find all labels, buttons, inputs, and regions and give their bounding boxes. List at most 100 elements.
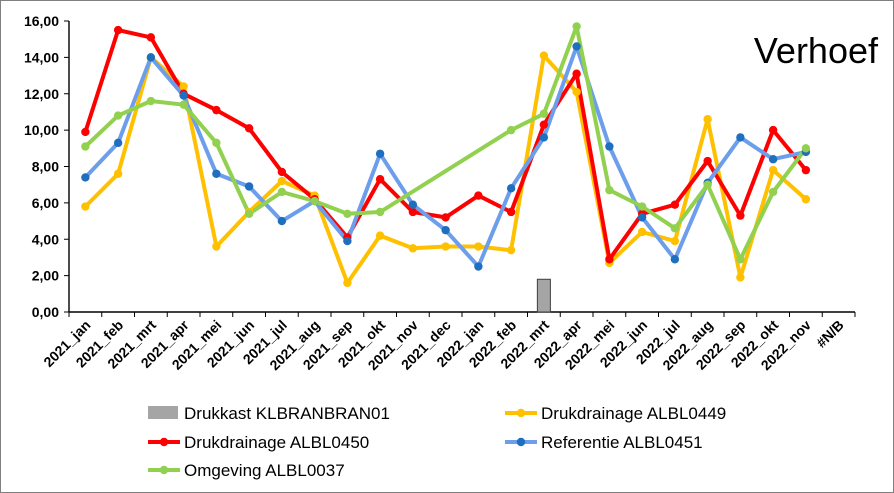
line-omgeving-albl0037 <box>84 24 808 262</box>
point-omgeving-albl0037 <box>637 202 647 211</box>
point-referentie-albl0451 <box>146 53 156 62</box>
point-referentie-albl0451 <box>506 184 516 193</box>
chart-title: Verhoef <box>754 30 879 71</box>
point-omgeving-albl0037 <box>310 196 319 206</box>
point-omgeving-albl0037 <box>113 111 123 120</box>
x-tick-label: #N/B <box>813 317 847 351</box>
point-referentie-albl0451 <box>572 42 581 51</box>
point-drukdrainage-albl0450 <box>146 33 156 42</box>
point-drukdrainage-albl0450 <box>408 207 418 217</box>
y-tick-label: 14,00 <box>24 49 59 65</box>
point-drukdrainage-albl0450 <box>801 165 811 175</box>
point-referentie-albl0451 <box>81 173 90 182</box>
y-tick-label: 2,00 <box>32 268 59 284</box>
point-drukdrainage-albl0449 <box>179 82 188 91</box>
point-drukdrainage-albl0449 <box>81 202 90 211</box>
point-omgeving-albl0037 <box>81 142 90 151</box>
point-referentie-albl0451 <box>244 182 254 191</box>
legend-swatch <box>148 406 178 419</box>
point-drukdrainage-albl0449 <box>703 115 712 124</box>
y-tick-label: 4,00 <box>32 231 59 247</box>
point-drukdrainage-albl0449 <box>212 242 221 251</box>
point-referentie-albl0451 <box>441 225 450 235</box>
point-omgeving-albl0037 <box>572 22 581 31</box>
point-drukdrainage-albl0449 <box>539 51 549 60</box>
point-drukdrainage-albl0450 <box>277 167 287 177</box>
point-drukdrainage-albl0449 <box>801 195 811 204</box>
point-referentie-albl0451 <box>375 149 385 158</box>
point-drukdrainage-albl0450 <box>670 200 680 209</box>
point-drukdrainage-albl0449 <box>343 278 352 288</box>
legend-marker <box>516 408 526 418</box>
point-omgeving-albl0037 <box>277 187 287 197</box>
y-tick-labels: 0,00 2,00 4,00 6,00 8,00 10,00 12,00 14,00 16,00 <box>24 13 59 320</box>
point-drukdrainage-albl0450 <box>506 207 516 217</box>
point-drukdrainage-albl0449 <box>113 169 123 178</box>
point-referentie-albl0451 <box>113 138 123 148</box>
point-referentie-albl0451 <box>408 200 418 209</box>
line-drukdrainage-albl0450 <box>83 28 808 262</box>
point-omgeving-albl0037 <box>375 207 385 217</box>
point-referentie-albl0451 <box>736 133 745 142</box>
point-drukdrainage-albl0450 <box>572 69 581 78</box>
point-omgeving-albl0037 <box>244 209 254 218</box>
point-referentie-albl0451 <box>539 133 549 142</box>
point-referentie-albl0451 <box>277 216 287 226</box>
point-drukdrainage-albl0449 <box>768 165 778 175</box>
point-referentie-albl0451 <box>768 155 778 164</box>
point-drukdrainage-albl0450 <box>375 175 385 184</box>
point-referentie-albl0451 <box>637 213 647 222</box>
point-drukdrainage-albl0449 <box>408 244 418 253</box>
point-drukdrainage-albl0450 <box>605 255 614 264</box>
legend-marker <box>516 437 526 447</box>
point-omgeving-albl0037 <box>670 224 680 233</box>
legend-label: Drukkast KLBRANBRAN01 <box>184 404 390 423</box>
point-drukdrainage-albl0450 <box>212 105 221 115</box>
legend-label: Drukdrainage ALBL0450 <box>184 433 369 452</box>
axes <box>64 20 856 317</box>
point-drukdrainage-albl0450 <box>768 125 778 135</box>
y-tick-label: 10,00 <box>24 122 59 138</box>
point-drukdrainage-albl0450 <box>113 25 123 35</box>
point-drukdrainage-albl0450 <box>736 211 745 220</box>
point-drukdrainage-albl0449 <box>572 87 581 97</box>
point-drukdrainage-albl0450 <box>474 191 483 200</box>
point-omgeving-albl0037 <box>736 255 745 264</box>
point-drukdrainage-albl0450 <box>539 120 549 129</box>
x-tick-labels: 2021_jan2021_feb2021_mrt2021_apr2021_mei… <box>40 316 846 373</box>
point-drukdrainage-albl0449 <box>670 236 680 246</box>
bar-drukkast-klbranbran01 <box>536 278 551 313</box>
y-tick-label: 8,00 <box>32 159 59 175</box>
point-referentie-albl0451 <box>179 91 188 100</box>
point-omgeving-albl0037 <box>179 100 188 109</box>
point-referentie-albl0451 <box>605 142 614 151</box>
point-referentie-albl0451 <box>474 262 483 271</box>
point-drukdrainage-albl0449 <box>277 176 287 186</box>
point-drukdrainage-albl0449 <box>474 242 483 251</box>
legend-marker <box>159 465 169 475</box>
legend-label: Referentie ALBL0451 <box>541 433 703 452</box>
point-omgeving-albl0037 <box>801 144 811 153</box>
point-omgeving-albl0037 <box>539 109 549 118</box>
point-omgeving-albl0037 <box>768 187 778 197</box>
point-omgeving-albl0037 <box>146 96 156 106</box>
point-omgeving-albl0037 <box>506 125 516 135</box>
point-drukdrainage-albl0450 <box>81 127 90 137</box>
point-drukdrainage-albl0449 <box>441 242 450 251</box>
point-drukdrainage-albl0449 <box>506 245 516 255</box>
point-omgeving-albl0037 <box>703 180 712 189</box>
y-tick-label: 0,00 <box>32 304 59 320</box>
legend-label: Omgeving ALBL0037 <box>184 461 345 480</box>
y-tick-label: 12,00 <box>24 86 59 102</box>
point-drukdrainage-albl0449 <box>637 227 647 237</box>
y-tick-label: 6,00 <box>32 195 59 211</box>
point-drukdrainage-albl0450 <box>703 156 712 166</box>
legend-label: Drukdrainage ALBL0449 <box>541 404 726 423</box>
point-drukdrainage-albl0449 <box>375 231 385 240</box>
point-drukdrainage-albl0449 <box>736 273 745 282</box>
bars <box>536 278 551 313</box>
legend-marker <box>159 437 169 447</box>
y-tick-label: 16,00 <box>24 13 59 29</box>
point-referentie-albl0451 <box>212 169 221 178</box>
